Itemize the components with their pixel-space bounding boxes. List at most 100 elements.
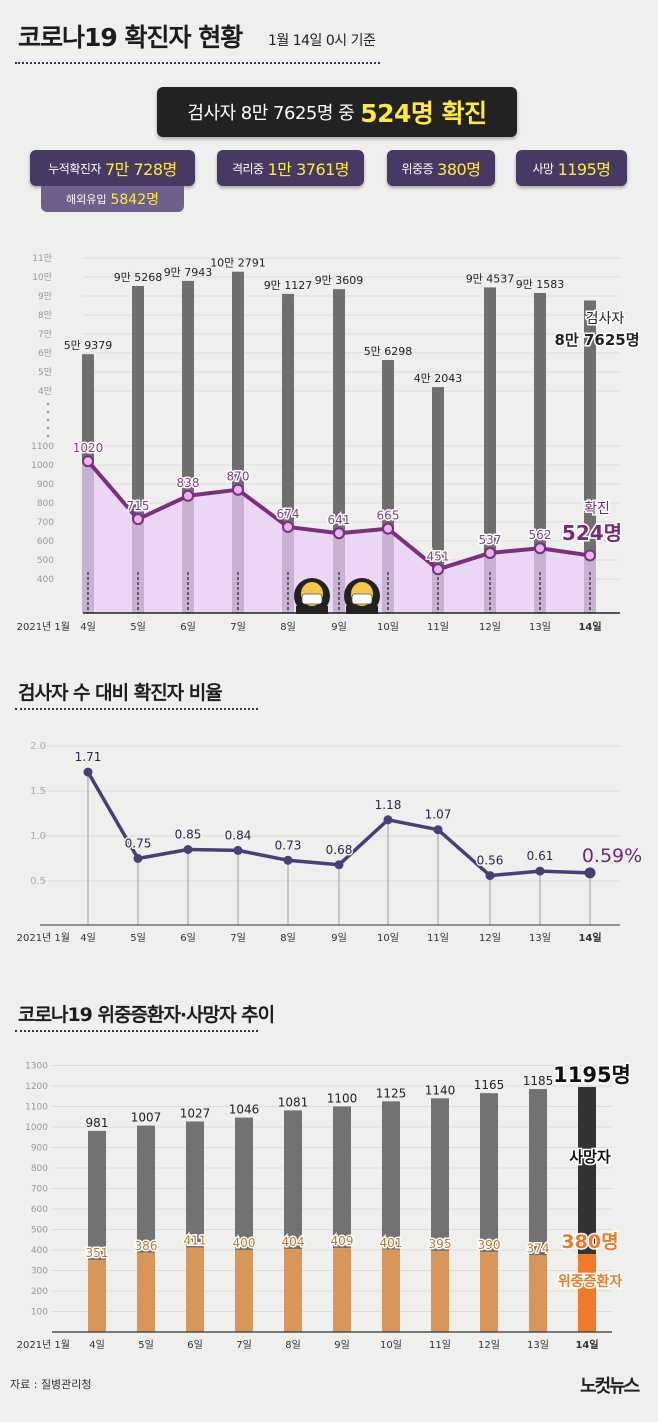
critical-bar <box>186 1247 204 1332</box>
confirmed-point <box>382 522 394 535</box>
summary-main-prefix: 검사자 8만 7625명 중 <box>187 103 355 124</box>
y-tick-label: 400 <box>31 1246 48 1256</box>
box-value: 1만 3761명 <box>267 160 350 179</box>
x-tick-label: 6일 <box>187 1339 203 1351</box>
death-bar <box>88 1130 106 1261</box>
y-tick-label: 300 <box>31 1267 48 1277</box>
box-label: 사망 <box>532 161 554 176</box>
critical-bar <box>284 1249 302 1332</box>
x-prefix: 2021년 1월 <box>17 932 70 944</box>
ratio-point <box>183 845 193 854</box>
x-tick-label: 9일 <box>334 1339 350 1351</box>
x-tick-label: 13일 <box>529 621 551 633</box>
x-prefix: 2021년 1월 <box>17 621 70 633</box>
x-tick-label: 6일 <box>180 932 196 944</box>
critical-label: 390 <box>478 1238 501 1252</box>
death-label: 1007 <box>131 1111 162 1125</box>
tests-bar <box>584 300 596 556</box>
confirmed-point <box>182 489 194 502</box>
tests-bar-lower <box>382 528 394 613</box>
latest-confirmed-label: 확진 <box>584 501 610 517</box>
y-tick-label: 600 <box>37 537 54 547</box>
confirmed-label: 451 <box>427 549 450 563</box>
ratio-line <box>86 771 591 878</box>
x-tick-label: 12일 <box>478 1339 500 1351</box>
y-tick-label: 6만 <box>38 348 52 359</box>
death-label: 1100 <box>327 1092 358 1106</box>
ratio-label: 0.84 <box>225 828 252 842</box>
tests-bar-lower <box>432 569 444 613</box>
ratio-point <box>334 860 344 870</box>
x-tick-label: 4일 <box>89 1339 105 1351</box>
critical-bar <box>578 1254 596 1332</box>
axis-break-dot <box>46 426 50 430</box>
critical-label: 404 <box>282 1235 305 1249</box>
confirmed-point <box>232 483 244 496</box>
critical-bar <box>88 1260 106 1332</box>
y-tick-label: 11만 <box>32 253 52 264</box>
box-label: 누적확진자 <box>48 161 101 176</box>
confirmed-point <box>432 563 444 576</box>
box-value: 7만 728명 <box>104 160 177 179</box>
death-label: 1165 <box>474 1078 505 1092</box>
y-tick-label: 9만 <box>38 291 52 302</box>
y-tick-label: 2.0 <box>30 741 46 752</box>
x-tick-label: 5일 <box>130 932 146 944</box>
critical-label: 411 <box>184 1234 207 1248</box>
confirmed-label: 674 <box>277 507 300 521</box>
confirmed-label: 665 <box>377 509 400 523</box>
death-bar <box>333 1106 351 1249</box>
critical-label: 386 <box>135 1239 158 1253</box>
y-tick-label: 700 <box>31 1185 48 1195</box>
summary-box-isolation: 격리중 1만 3761명 <box>217 150 364 186</box>
x-tick-label: 10일 <box>380 1339 402 1351</box>
x-tick-label: 8일 <box>280 621 296 633</box>
y-tick-label: 0.5 <box>30 876 46 887</box>
death-label: 1185 <box>523 1074 554 1088</box>
tests-bar <box>232 271 244 490</box>
confirmed-point <box>534 542 546 555</box>
x-tick-label: 4일 <box>80 932 96 944</box>
box-value: 380명 <box>437 160 481 179</box>
ratio-point <box>584 867 596 879</box>
x-tick-label: 7일 <box>230 932 246 944</box>
death-bar <box>235 1117 253 1250</box>
latest-critical-value: 380명 <box>561 1231 618 1253</box>
confirmed-point <box>282 520 294 533</box>
death-bar <box>578 1087 596 1255</box>
tests-bar-lower <box>132 519 144 613</box>
y-tick-label: 500 <box>37 556 54 566</box>
ratio-point <box>83 767 93 777</box>
box-label: 해외유입 <box>66 193 107 206</box>
section3-title: 코로나19 위중증환자·사망자 추이 <box>18 1004 275 1026</box>
ratio-label: 0.73 <box>275 838 302 852</box>
ratio-point <box>133 854 143 863</box>
critical-label: 401 <box>380 1236 403 1250</box>
tests-label: 9만 1583 <box>516 278 565 291</box>
confirmed-label: 641 <box>328 513 351 527</box>
ratio-label: 0.75 <box>125 837 152 851</box>
x-tick-label: 7일 <box>230 621 246 633</box>
confirmed-label: 870 <box>227 470 250 484</box>
y-tick-label: 200 <box>31 1287 48 1297</box>
ratio-point <box>433 825 443 835</box>
axis-break-dot <box>46 410 50 414</box>
axis-break-dot <box>46 402 50 406</box>
death-bar <box>382 1101 400 1250</box>
confirmed-point <box>82 455 94 468</box>
ratio-label: 0.61 <box>527 849 554 863</box>
death-bar <box>137 1125 155 1253</box>
y-tick-label: 100 <box>31 1308 48 1318</box>
death-bar <box>431 1098 449 1252</box>
ratio-label: 0.68 <box>326 843 353 857</box>
death-bar <box>480 1093 498 1253</box>
section2-title: 검사자 수 대비 확진자 비율 <box>18 682 223 704</box>
tests-bar <box>432 387 444 570</box>
confirmed-label: 562 <box>529 528 552 542</box>
y-tick-label: 600 <box>31 1205 48 1215</box>
y-tick-label: 1.0 <box>30 831 46 842</box>
summary-main-box: 검사자 8만 7625명 중 524명 확진 <box>157 87 517 137</box>
y-tick-label: 1200 <box>25 1082 48 1092</box>
confirmed-point <box>584 549 596 562</box>
